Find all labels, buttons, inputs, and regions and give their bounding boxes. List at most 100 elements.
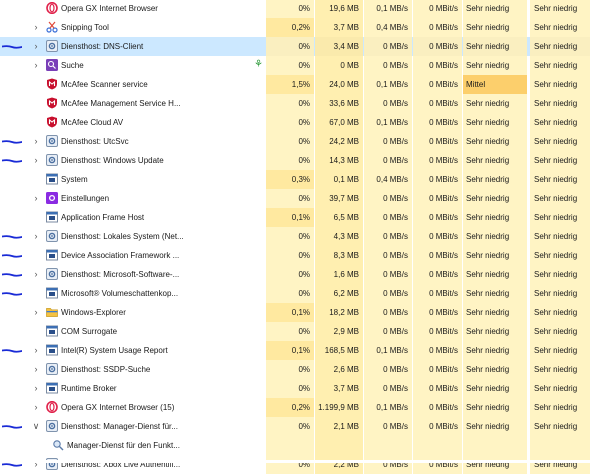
disk-cell: 0 MB/s — [364, 265, 412, 284]
network-cell: 0 MBit/s — [413, 151, 462, 170]
power-trend-cell: Sehr niedrig — [530, 265, 590, 284]
disk-cell: 0 MB/s — [364, 360, 412, 379]
cpu-cell — [266, 436, 314, 455]
network-cell: 0 MBit/s — [413, 18, 462, 37]
chevron-right-icon[interactable]: › — [34, 155, 38, 165]
memory-cell — [315, 436, 363, 455]
process-row[interactable]: ∨ Diensthost: Manager-Dienst für... 0% 2,1 … — [0, 417, 590, 436]
cpu-cell: 0% — [266, 151, 314, 170]
chevron-right-icon[interactable]: › — [34, 364, 38, 374]
disk-cell: 0 MB/s — [364, 56, 412, 75]
chevron-right-icon[interactable]: › — [34, 231, 38, 241]
memory-cell: 4,3 MB — [315, 227, 363, 246]
memory-cell: 24,0 MB — [315, 75, 363, 94]
process-row[interactable]: › Diensthost: DNS-Client 0% 3,4 MB 0 MB/s 0 M… — [0, 37, 590, 56]
chevron-down-icon[interactable]: ∨ — [32, 421, 40, 431]
disk-cell: 0 MB/s — [364, 208, 412, 227]
chevron-right-icon[interactable]: › — [34, 136, 38, 146]
process-row[interactable]: › Intel(R) System Usage Report 0,1% 168,5 M… — [0, 341, 590, 360]
memory-cell: 0,1 MB — [315, 170, 363, 189]
process-row[interactable]: › Suche ⚘ 0% 0 MB 0 MB/s 0 MBit/s Sehr niedrig S… — [0, 56, 590, 75]
process-row[interactable]: McAfee Management Service H... 0% 33,6 MB 0… — [0, 94, 590, 113]
process-name: Opera GX Internet Browser (15) — [61, 403, 175, 412]
process-row[interactable]: › Diensthost: Xbox Live Authentifi... 0% 2,… — [0, 455, 590, 474]
process-row[interactable]: › Diensthost: UtcSvc 0% 24,2 MB 0 MB/s 0 MBit… — [0, 132, 590, 151]
network-cell — [413, 436, 462, 455]
process-row[interactable]: › Diensthost: Windows Update 0% 14,3 MB 0 MB… — [0, 151, 590, 170]
chevron-right-icon[interactable]: › — [34, 269, 38, 279]
memory-cell: 3,4 MB — [315, 37, 363, 56]
process-name: Opera GX Internet Browser — [61, 4, 158, 13]
disk-cell: 0 MB/s — [364, 284, 412, 303]
chevron-right-icon[interactable]: › — [34, 60, 38, 70]
pen-annotation-mark — [2, 349, 22, 353]
chevron-right-icon[interactable]: › — [34, 459, 38, 469]
chevron-right-icon[interactable]: › — [34, 307, 38, 317]
pen-annotation-mark — [2, 45, 22, 49]
cpu-cell: 0,1% — [266, 303, 314, 322]
cpu-cell: 0% — [266, 417, 314, 436]
folder-icon — [46, 306, 58, 318]
network-cell: 0 MBit/s — [413, 398, 462, 417]
chevron-right-icon[interactable]: › — [34, 345, 38, 355]
process-name: System — [61, 175, 88, 184]
disk-cell: 0 MB/s — [364, 455, 412, 474]
network-cell: 0 MBit/s — [413, 417, 462, 436]
memory-cell: 1.199,9 MB — [315, 398, 363, 417]
process-row[interactable]: McAfee Scanner service 1,5% 24,0 MB 0,1 MB/… — [0, 75, 590, 94]
pen-annotation-mark — [2, 292, 22, 296]
network-cell: 0 MBit/s — [413, 379, 462, 398]
power-usage-cell: Sehr niedrig — [463, 417, 527, 436]
cpu-cell: 0,2% — [266, 398, 314, 417]
pen-annotation-mark — [2, 159, 22, 163]
process-row[interactable]: COM Surrogate 0% 2,9 MB 0 MB/s 0 MBit/s Sehr … — [0, 322, 590, 341]
system-window-icon — [46, 325, 58, 337]
process-row[interactable]: Opera GX Internet Browser 0% 19,6 MB 0,1 MB… — [0, 0, 590, 18]
cpu-cell: 0,2% — [266, 18, 314, 37]
chevron-right-icon[interactable]: › — [34, 193, 38, 203]
process-row[interactable]: › Windows-Explorer 0,1% 18,2 MB 0 MB/s 0 MBit… — [0, 303, 590, 322]
power-trend-cell: Sehr niedrig — [530, 132, 590, 151]
cpu-cell: 0% — [266, 56, 314, 75]
process-row[interactable]: System 0,3% 0,1 MB 0,4 MB/s 0 MBit/s Sehr nie… — [0, 170, 590, 189]
network-cell: 0 MBit/s — [413, 170, 462, 189]
power-usage-cell: Sehr niedrig — [463, 303, 527, 322]
memory-cell: 2,1 MB — [315, 417, 363, 436]
chevron-right-icon[interactable]: › — [34, 41, 38, 51]
cpu-cell: 0,1% — [266, 341, 314, 360]
process-name: McAfee Cloud AV — [61, 118, 124, 127]
power-trend-cell — [530, 436, 590, 455]
chevron-right-icon[interactable]: › — [34, 383, 38, 393]
process-row[interactable]: › Snipping Tool 0,2% 3,7 MB 0,4 MB/s 0 MBit/s… — [0, 18, 590, 37]
pen-annotation-mark — [2, 140, 22, 144]
power-usage-cell: Sehr niedrig — [463, 132, 527, 151]
process-row[interactable]: › Diensthost: SSDP-Suche 0% 2,6 MB 0 MB/s 0 M… — [0, 360, 590, 379]
process-row[interactable]: › Diensthost: Lokales System (Net... 0% 4,3… — [0, 227, 590, 246]
process-name: Diensthost: UtcSvc — [61, 137, 129, 146]
process-name: Diensthost: Xbox Live Authentifi... — [61, 460, 181, 469]
network-cell: 0 MBit/s — [413, 246, 462, 265]
disk-cell: 0 MB/s — [364, 151, 412, 170]
process-row[interactable]: › Diensthost: Microsoft-Software-... 0% 1,6… — [0, 265, 590, 284]
disk-cell: 0 MB/s — [364, 322, 412, 341]
process-row[interactable]: Application Frame Host 0,1% 6,5 MB 0 MB/s 0 … — [0, 208, 590, 227]
settings-app-icon — [46, 192, 58, 204]
process-row[interactable]: › Runtime Broker 0% 3,7 MB 0 MB/s 0 MBit/s Seh… — [0, 379, 590, 398]
gear-service-icon — [46, 363, 58, 375]
chevron-right-icon[interactable]: › — [34, 402, 38, 412]
process-row[interactable]: McAfee Cloud AV 0% 67,0 MB 0,1 MB/s 0 MBit/s… — [0, 113, 590, 132]
process-row[interactable]: › Einstellungen 0% 39,7 MB 0 MB/s 0 MBit/s Seh… — [0, 189, 590, 208]
power-trend-cell: Sehr niedrig — [530, 75, 590, 94]
memory-cell: 168,5 MB — [315, 341, 363, 360]
network-cell: 0 MBit/s — [413, 360, 462, 379]
process-row[interactable]: Device Association Framework ... 0% 8,3 MB… — [0, 246, 590, 265]
process-row[interactable]: › Opera GX Internet Browser (15) 0,2% 1.199… — [0, 398, 590, 417]
process-name: Diensthost: Manager-Dienst für... — [61, 422, 178, 431]
process-row[interactable]: Microsoft® Volumeschattenkop... 0% 6,2 MB 0… — [0, 284, 590, 303]
process-child-row[interactable]: Manager-Dienst für den Funkt... — [0, 436, 590, 455]
chevron-right-icon[interactable]: › — [34, 22, 38, 32]
power-usage-cell: Sehr niedrig — [463, 18, 527, 37]
power-trend-cell: Sehr niedrig — [530, 151, 590, 170]
gear-service-icon — [46, 40, 58, 52]
gear-service-icon — [46, 135, 58, 147]
